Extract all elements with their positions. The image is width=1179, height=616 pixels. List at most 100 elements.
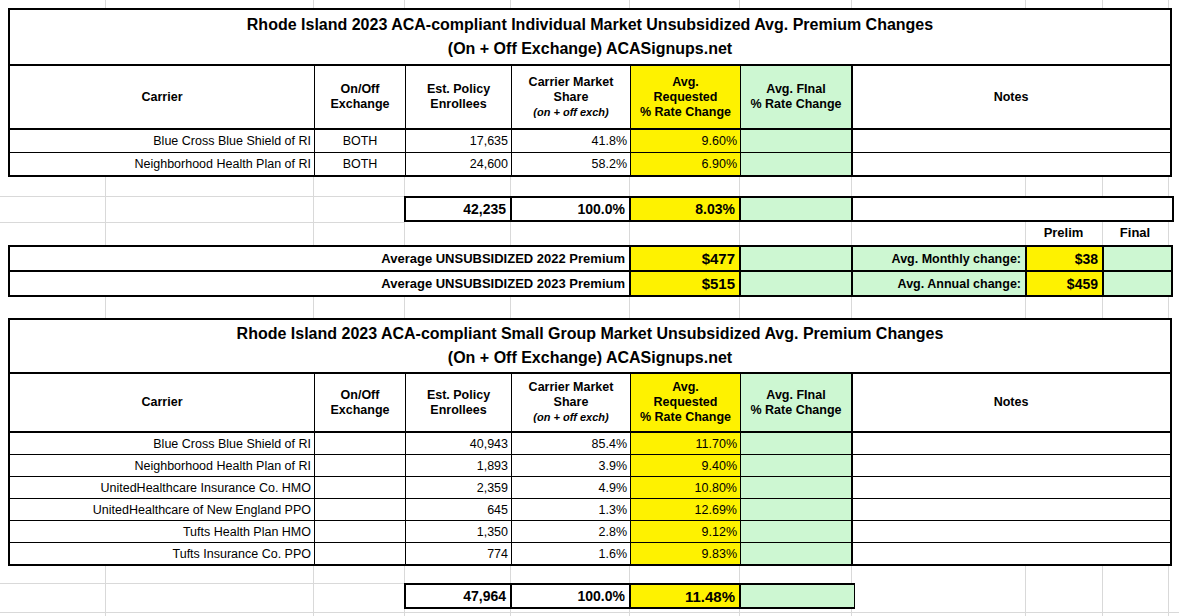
annual-change-final-cell[interactable] <box>1104 272 1171 295</box>
carrier-cell[interactable]: Neighborhood Health Plan of RI <box>10 455 315 476</box>
enrollees-cell[interactable]: 1,893 <box>406 455 512 476</box>
exchange-cell[interactable] <box>315 543 406 564</box>
total-final-cell[interactable] <box>741 198 853 220</box>
exchange-cell[interactable] <box>315 455 406 476</box>
header-market-share[interactable]: Carrier Market Share (on + off exch) <box>512 66 631 128</box>
premium-2022-spacer-cell[interactable] <box>741 247 853 270</box>
exchange-cell[interactable] <box>315 499 406 520</box>
requested-rate-cell[interactable]: 9.83% <box>631 543 741 564</box>
market-share-cell[interactable]: 4.9% <box>512 477 631 498</box>
total-enrollees-cell[interactable]: 47,964 <box>406 585 512 607</box>
exchange-cell[interactable]: BOTH <box>315 130 406 152</box>
market-share-cell[interactable]: 1.6% <box>512 543 631 564</box>
carrier-cell[interactable]: UnitedHealthcare Insurance Co. HMO <box>10 477 315 498</box>
monthly-change-prelim-cell[interactable]: $38 <box>1027 247 1104 270</box>
prelim-label[interactable]: Prelim <box>1025 222 1102 244</box>
carrier-cell[interactable]: Neighborhood Health Plan of RI <box>10 153 315 175</box>
premium-2022-label-cell[interactable]: Average UNSUBSIDIZED 2022 Premium <box>10 247 631 270</box>
individual-table-title-cell[interactable]: Rhode Island 2023 ACA-compliant Individu… <box>10 10 1170 66</box>
notes-cell[interactable] <box>853 130 1169 152</box>
market-share-cell[interactable]: 41.8% <box>512 130 631 152</box>
exchange-cell[interactable] <box>315 521 406 542</box>
enrollees-cell[interactable]: 2,359 <box>406 477 512 498</box>
header-requested-rate[interactable]: Avg. Requested % Rate Change <box>631 66 741 128</box>
premium-2023-spacer-cell[interactable] <box>741 272 853 295</box>
annual-change-label-cell[interactable]: Avg. Annual change: <box>853 272 1027 295</box>
notes-cell[interactable] <box>853 433 1169 454</box>
notes-cell[interactable] <box>853 455 1169 476</box>
final-label[interactable]: Final <box>1102 222 1168 244</box>
final-rate-cell[interactable] <box>741 130 853 152</box>
notes-cell[interactable] <box>853 543 1169 564</box>
carrier-cell[interactable]: Tufts Health Plan HMO <box>10 521 315 542</box>
header-final-rate[interactable]: Avg. FInal % Rate Change <box>741 374 853 431</box>
carrier-cell[interactable]: Tufts Insurance Co. PPO <box>10 543 315 564</box>
monthly-change-final-cell[interactable] <box>1104 247 1171 270</box>
enrollees-cell[interactable]: 774 <box>406 543 512 564</box>
final-rate-cell[interactable] <box>741 543 853 564</box>
requested-rate-cell[interactable]: 6.90% <box>631 153 741 175</box>
total-requested-cell[interactable]: 8.03% <box>631 198 741 220</box>
market-share-cell[interactable]: 1.3% <box>512 499 631 520</box>
header-enrollees[interactable]: Est. Policy Enrollees <box>406 66 512 128</box>
header-notes[interactable]: Notes <box>853 66 1169 128</box>
enrollees-cell[interactable]: 40,943 <box>406 433 512 454</box>
gridline-horizontal <box>0 583 404 584</box>
header-market-share[interactable]: Carrier Market Share (on + off exch) <box>512 374 631 431</box>
final-rate-cell[interactable] <box>741 477 853 498</box>
header-requested-rate[interactable]: Avg. Requested % Rate Change <box>631 374 741 431</box>
requested-rate-cell[interactable]: 11.70% <box>631 433 741 454</box>
requested-rate-cell[interactable]: 9.12% <box>631 521 741 542</box>
market-share-cell[interactable]: 2.8% <box>512 521 631 542</box>
annual-change-prelim-cell[interactable]: $459 <box>1027 272 1104 295</box>
exchange-cell[interactable] <box>315 477 406 498</box>
total-notes-cell[interactable] <box>853 198 1172 220</box>
small-group-header-row: Carrier On/Off Exchange Est. Policy Enro… <box>10 374 1170 433</box>
monthly-change-label-cell[interactable]: Avg. Monthly change: <box>853 247 1027 270</box>
final-rate-cell[interactable] <box>741 153 853 175</box>
total-share-cell[interactable]: 100.0% <box>512 198 631 220</box>
enrollees-cell[interactable]: 1,350 <box>406 521 512 542</box>
premium-2023-value-cell[interactable]: $515 <box>631 272 741 295</box>
header-exchange[interactable]: On/Off Exchange <box>315 374 406 431</box>
header-notes[interactable]: Notes <box>853 374 1169 431</box>
total-requested-cell[interactable]: 11.48% <box>631 585 741 607</box>
market-share-cell[interactable]: 3.9% <box>512 455 631 476</box>
header-carrier[interactable]: Carrier <box>10 66 315 128</box>
exchange-cell[interactable]: BOTH <box>315 153 406 175</box>
market-share-cell[interactable]: 58.2% <box>512 153 631 175</box>
total-share-cell[interactable]: 100.0% <box>512 585 631 607</box>
total-enrollees-cell[interactable]: 42,235 <box>406 198 512 220</box>
carrier-cell[interactable]: Blue Cross Blue Shield of RI <box>10 130 315 152</box>
notes-cell[interactable] <box>853 521 1169 542</box>
requested-rate-cell[interactable]: 12.69% <box>631 499 741 520</box>
notes-cell[interactable] <box>853 153 1169 175</box>
header-final-rate[interactable]: Avg. FInal % Rate Change <box>741 66 853 128</box>
requested-rate-cell[interactable]: 10.80% <box>631 477 741 498</box>
carrier-cell[interactable]: UnitedHealthcare of New England PPO <box>10 499 315 520</box>
table-row: Blue Cross Blue Shield of RI 40,943 85.4… <box>10 433 1170 455</box>
exchange-cell[interactable] <box>315 433 406 454</box>
notes-cell[interactable] <box>853 477 1169 498</box>
market-share-cell[interactable]: 85.4% <box>512 433 631 454</box>
requested-rate-cell[interactable]: 9.60% <box>631 130 741 152</box>
header-exchange[interactable]: On/Off Exchange <box>315 66 406 128</box>
enrollees-cell[interactable]: 17,635 <box>406 130 512 152</box>
gridline-horizontal <box>0 612 1179 613</box>
enrollees-cell[interactable]: 645 <box>406 499 512 520</box>
requested-rate-cell[interactable]: 9.40% <box>631 455 741 476</box>
header-enrollees[interactable]: Est. Policy Enrollees <box>406 374 512 431</box>
premium-2022-value-cell[interactable]: $477 <box>631 247 741 270</box>
final-rate-cell[interactable] <box>741 499 853 520</box>
notes-cell[interactable] <box>853 499 1169 520</box>
final-rate-cell[interactable] <box>741 521 853 542</box>
final-rate-cell[interactable] <box>741 433 853 454</box>
enrollees-cell[interactable]: 24,600 <box>406 153 512 175</box>
final-rate-cell[interactable] <box>741 455 853 476</box>
individual-header-row: Carrier On/Off Exchange Est. Policy Enro… <box>10 66 1170 130</box>
small-group-table-title-cell[interactable]: Rhode Island 2023 ACA-compliant Small Gr… <box>10 320 1170 374</box>
premium-2023-label-cell[interactable]: Average UNSUBSIDIZED 2023 Premium <box>10 272 631 295</box>
header-carrier[interactable]: Carrier <box>10 374 315 431</box>
total-final-cell[interactable] <box>741 585 854 607</box>
carrier-cell[interactable]: Blue Cross Blue Shield of RI <box>10 433 315 454</box>
